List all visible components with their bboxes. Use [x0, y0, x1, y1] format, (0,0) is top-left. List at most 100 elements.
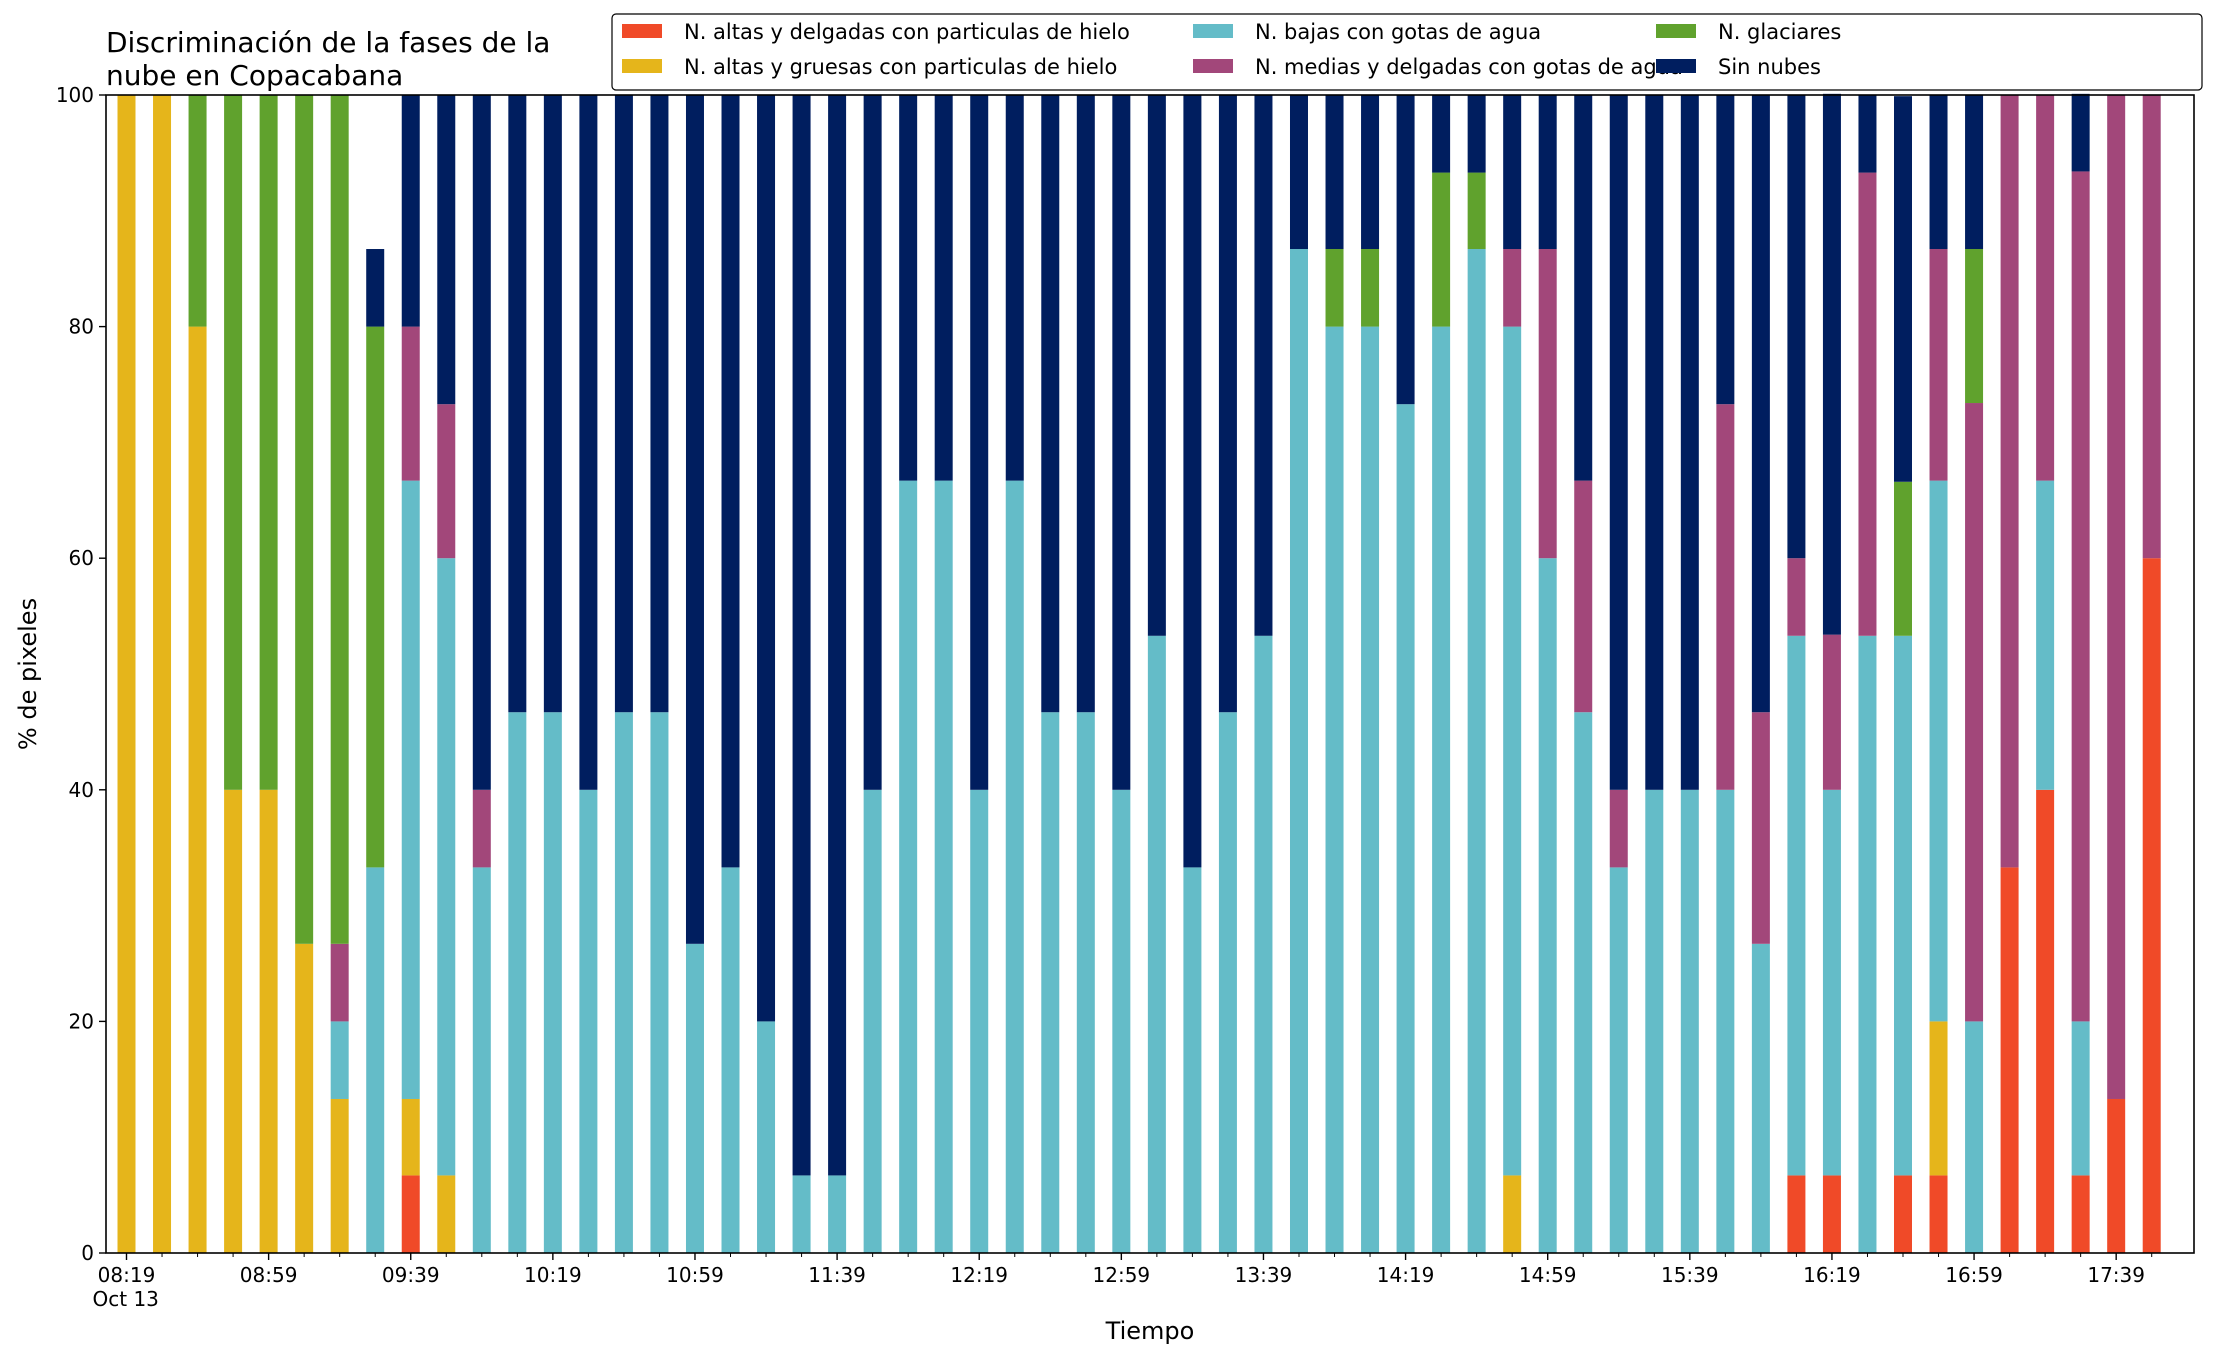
bar-segment-series-1-6	[330, 1098, 349, 1253]
bar-segment-series-5-22	[899, 95, 918, 481]
legend-swatch	[1656, 59, 1696, 73]
bar-segment-series-3-40	[1538, 249, 1557, 559]
bar-segment-series-5-47	[1787, 95, 1806, 559]
bar-segment-series-1-39	[1503, 1175, 1522, 1253]
y-tick-label: 0	[81, 1241, 94, 1265]
bar-segment-series-5-23	[934, 95, 953, 481]
bar-segment-series-4-50	[1894, 481, 1912, 636]
bar-segment-series-0-55	[2071, 1175, 2090, 1253]
bar-segment-series-2-46	[1751, 943, 1770, 1253]
bar-segment-series-2-34	[1325, 326, 1344, 1254]
bar-segment-series-5-25	[1005, 95, 1024, 481]
bar-segment-series-3-48	[1822, 634, 1841, 790]
bar-segment-series-4-2	[188, 95, 207, 327]
bar-segment-series-5-39	[1503, 95, 1522, 250]
bar-segment-series-2-45	[1716, 789, 1735, 1253]
bar-segment-series-2-54	[2036, 480, 2055, 790]
bar-segment-series-0-54	[2036, 789, 2055, 1253]
x-tick-label: 10:19	[524, 1263, 582, 1287]
bar-segment-series-2-29	[1147, 635, 1166, 1253]
bar-segment-series-2-48	[1822, 789, 1841, 1176]
bar-segment-series-2-39	[1503, 326, 1522, 1176]
bar-segment-series-1-0	[117, 95, 136, 1253]
bar-segment-series-5-17	[721, 95, 740, 868]
y-tick-label: 40	[69, 778, 94, 802]
bar-segment-series-0-56	[2107, 1098, 2126, 1253]
bar-segment-series-1-3	[224, 789, 243, 1253]
bar-segment-series-2-25	[1005, 480, 1024, 1253]
bar-segment-series-5-43	[1645, 95, 1664, 790]
bar-segment-series-2-24	[970, 789, 989, 1253]
bar-segment-series-2-12	[543, 712, 562, 1253]
bar-segment-series-2-6	[330, 1021, 349, 1099]
bars-layer	[117, 93, 2161, 1254]
bar-segment-series-2-19	[792, 1175, 811, 1253]
bar-segment-series-3-51	[1929, 249, 1948, 481]
bar-segment-series-5-19	[792, 95, 811, 1176]
x-tick-label: 14:59	[1519, 1263, 1577, 1287]
bar-segment-series-5-50	[1894, 96, 1912, 482]
bar-segment-series-2-47	[1787, 635, 1806, 1176]
x-tick-label: 11:39	[808, 1263, 866, 1287]
y-tick-label: 100	[56, 83, 94, 107]
bar-segment-series-5-32	[1254, 95, 1273, 636]
bar-segment-series-2-8	[401, 480, 420, 1099]
bar-segment-series-2-55	[2071, 1021, 2090, 1176]
x-tick-label: 09:39	[382, 1263, 440, 1287]
bar-segment-series-5-8	[401, 95, 420, 327]
bar-segment-series-2-11	[508, 712, 527, 1253]
bar-segment-series-3-42	[1609, 789, 1628, 868]
bar-segment-series-4-5	[295, 95, 314, 944]
bar-segment-series-2-43	[1645, 789, 1664, 1253]
legend-label: N. altas y delgadas con particulas de hi…	[684, 20, 1130, 44]
bar-segment-series-5-40	[1538, 95, 1557, 250]
bar-segment-series-5-30	[1183, 95, 1202, 868]
bar-segment-series-5-10	[472, 95, 491, 790]
bar-segment-series-4-37	[1432, 172, 1451, 327]
bar-segment-series-3-10	[472, 789, 491, 868]
legend-label: N. medias y delgadas con gotas de agua	[1255, 55, 1683, 79]
bar-segment-series-3-46	[1751, 712, 1770, 944]
bar-segment-series-5-51	[1929, 95, 1948, 250]
bar-segment-series-5-38	[1467, 95, 1486, 173]
bar-segment-series-0-8	[401, 1175, 420, 1253]
legend-label: N. glaciares	[1718, 20, 1841, 44]
bar-segment-series-5-26	[1041, 95, 1060, 713]
bar-segment-series-2-13	[579, 789, 598, 1253]
bar-segment-series-4-6	[330, 95, 349, 944]
bar-segment-series-2-35	[1361, 326, 1380, 1254]
x-tick-label: 12:59	[1093, 1263, 1151, 1287]
bar-segment-series-5-9	[437, 95, 456, 405]
chart-title-line: nube en Copacabana	[106, 59, 403, 92]
bar-segment-series-2-31	[1218, 712, 1237, 1253]
bar-segment-series-2-49	[1858, 635, 1877, 1253]
bar-segment-series-4-52	[1965, 249, 1984, 404]
bar-segment-series-3-53	[2000, 95, 2019, 868]
bar-segment-series-4-38	[1467, 172, 1486, 250]
bar-segment-series-5-14	[614, 95, 633, 713]
bar-segment-series-5-20	[828, 95, 847, 1176]
bar-segment-series-5-11	[508, 95, 527, 713]
plot-frame	[105, 94, 2195, 1254]
legend-label: N. bajas con gotas de agua	[1255, 20, 1541, 44]
x-tick-label: 10:59	[666, 1263, 724, 1287]
bar-segment-series-2-33	[1289, 249, 1308, 1253]
bar-segment-series-5-49	[1858, 95, 1877, 173]
bar-segment-series-2-9	[437, 558, 456, 1176]
bar-segment-series-5-42	[1609, 95, 1628, 790]
bar-segment-series-3-39	[1503, 249, 1522, 327]
bar-segment-series-3-9	[437, 404, 456, 559]
bar-segment-series-5-15	[650, 95, 669, 713]
bar-segment-series-2-36	[1396, 404, 1415, 1253]
y-tick-label: 60	[69, 546, 94, 570]
x-tick-label: 08:19 Oct 13	[93, 1263, 159, 1311]
legend-swatch	[1656, 24, 1696, 38]
bar-segment-series-2-44	[1680, 789, 1699, 1253]
bar-segment-series-3-6	[330, 943, 349, 1022]
bar-segment-series-5-44	[1680, 95, 1699, 790]
bar-segment-series-5-12	[543, 95, 562, 713]
bar-segment-series-0-47	[1787, 1175, 1806, 1253]
legend-swatch	[622, 59, 662, 73]
bar-segment-series-3-49	[1858, 172, 1877, 636]
